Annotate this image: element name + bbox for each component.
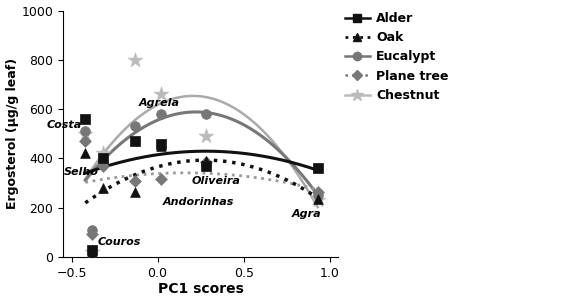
Point [157, 141, 166, 146]
Point [313, 189, 322, 194]
Point [98, 151, 107, 156]
Point [130, 139, 140, 143]
Point [87, 247, 97, 252]
Text: Andorinhas: Andorinhas [163, 197, 234, 207]
Point [157, 92, 166, 97]
Point [313, 197, 322, 201]
Point [130, 178, 140, 183]
Point [201, 112, 211, 117]
Point [87, 249, 97, 254]
Text: Agra: Agra [292, 209, 321, 219]
Text: Oliveira: Oliveira [192, 175, 241, 185]
Point [87, 231, 97, 236]
Point [81, 117, 90, 121]
Text: Agrela: Agrela [139, 98, 180, 108]
Point [81, 131, 90, 136]
Point [98, 163, 107, 168]
Point [130, 57, 140, 62]
Point [98, 185, 107, 190]
Point [201, 163, 211, 168]
Point [98, 156, 107, 161]
Point [130, 189, 140, 194]
Point [87, 249, 97, 254]
Point [81, 129, 90, 134]
Text: Couros: Couros [97, 237, 141, 247]
Point [313, 193, 322, 198]
Y-axis label: Ergosterol (µg/g leaf): Ergosterol (µg/g leaf) [6, 58, 19, 209]
Point [201, 134, 211, 139]
X-axis label: PC1 scores: PC1 scores [158, 282, 244, 297]
Point [98, 159, 107, 163]
Point [201, 160, 211, 165]
Point [130, 124, 140, 129]
Point [313, 166, 322, 171]
Point [313, 198, 322, 203]
Legend: Alder, Oak, Eucalypt, Plane tree, Chestnut: Alder, Oak, Eucalypt, Plane tree, Chestn… [345, 12, 448, 102]
Point [87, 227, 97, 232]
Point [157, 177, 166, 182]
Point [81, 151, 90, 156]
Point [81, 139, 90, 143]
Text: Selho: Selho [64, 167, 99, 177]
Point [157, 112, 166, 117]
Text: Costa: Costa [47, 120, 82, 130]
Point [201, 159, 211, 163]
Point [157, 144, 166, 149]
